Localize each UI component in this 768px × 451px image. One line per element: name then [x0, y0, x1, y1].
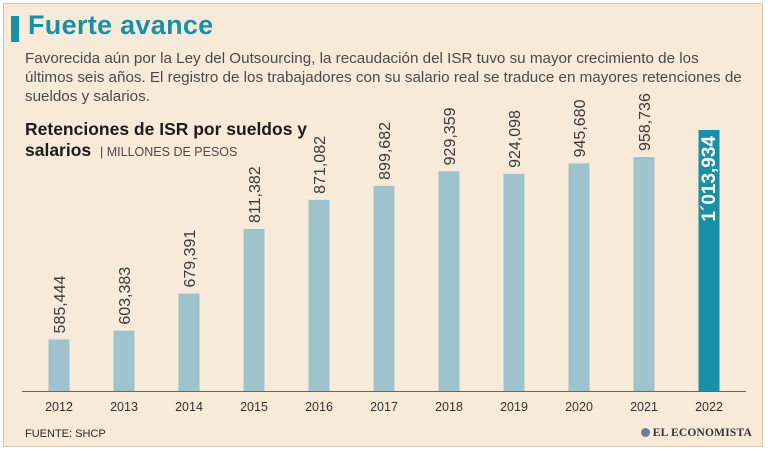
brand-icon — [640, 428, 650, 437]
data-label-2013: 603,383 — [117, 267, 134, 325]
intro-paragraph: Favorecida aún por la Ley del Outsourcin… — [25, 50, 742, 105]
x-tick-label-2017: 2017 — [370, 400, 398, 414]
data-label-2020: 945,680 — [572, 99, 589, 157]
x-tick-label-2022: 2022 — [695, 400, 723, 414]
bar-2018 — [438, 171, 460, 391]
bar-2013 — [113, 330, 135, 391]
data-label-2021: 958,736 — [637, 93, 654, 151]
bar-2017 — [373, 185, 395, 391]
bar-2019 — [503, 173, 525, 391]
data-label-2017: 899,682 — [377, 122, 394, 180]
x-tick-label-2012: 2012 — [45, 400, 73, 414]
data-label-2022: 1´013,934 — [699, 136, 720, 222]
chart-title-text: Retenciones de ISR por sueldos y salario… — [25, 119, 308, 160]
bar-2022 — [698, 130, 720, 391]
x-tick-label-2016: 2016 — [305, 400, 333, 414]
bar-2021 — [633, 156, 655, 391]
chart-unit: | MILLONES DE PESOS — [100, 145, 238, 159]
x-tick-label-2015: 2015 — [240, 400, 268, 414]
infographic-card: Fuerte avance Favorecida aún por la Ley … — [3, 3, 763, 447]
x-tick-label-2018: 2018 — [435, 400, 463, 414]
brand-name: EL ECONOMISTA — [652, 427, 752, 439]
data-label-2015: 811,382 — [247, 166, 264, 223]
title-accent-bar — [11, 16, 19, 42]
bar-2015 — [243, 229, 265, 391]
x-tick-label-2020: 2020 — [565, 400, 593, 414]
brand-logo: EL ECONOMISTA — [640, 427, 752, 439]
chart-title: Retenciones de ISR por sueldos y salario… — [25, 119, 325, 163]
data-label-2018: 929,359 — [442, 107, 459, 165]
bar-2012 — [48, 339, 70, 391]
bar-2016 — [308, 199, 330, 391]
bar-chart: 585,444 2012 603,383 2013 679,391 2014 811,382… — [22, 93, 746, 414]
page-title: Fuerte avance — [28, 10, 214, 40]
data-label-2014: 679,391 — [182, 230, 199, 288]
x-tick-label-2021: 2021 — [630, 400, 658, 414]
data-label-2012: 585,444 — [52, 276, 69, 334]
x-tick-label-2019: 2019 — [500, 400, 528, 414]
x-tick-label-2014: 2014 — [175, 400, 203, 414]
data-label-2019: 924,098 — [507, 110, 524, 168]
bar-2014 — [178, 293, 200, 391]
source-note: FUENTE: SHCP — [25, 428, 106, 440]
data-label-2016: 871,082 — [312, 136, 329, 194]
x-tick-label-2013: 2013 — [110, 400, 138, 414]
bar-2020 — [568, 163, 590, 391]
